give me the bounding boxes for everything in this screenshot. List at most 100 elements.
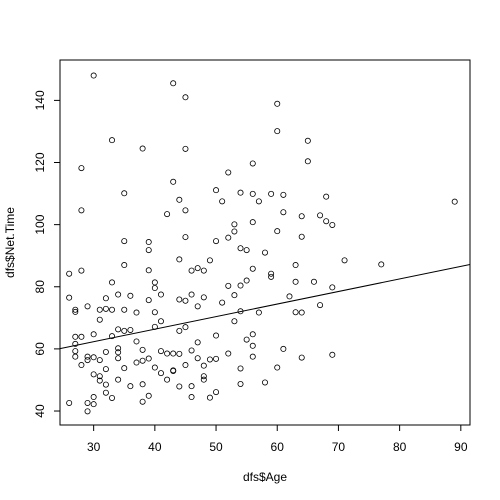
data-point: [213, 332, 220, 339]
data-point: [206, 257, 213, 264]
data-point: [145, 355, 152, 362]
data-point: [280, 209, 287, 216]
x-axis-title: dfs$Age: [243, 470, 287, 484]
data-point: [157, 291, 164, 298]
x-axis: 30 40 50 60 70 80 90: [87, 424, 468, 454]
x-tick-label: 90: [454, 440, 468, 454]
data-point: [213, 187, 220, 194]
data-point: [90, 371, 97, 378]
data-point: [451, 198, 458, 205]
data-point: [329, 221, 336, 228]
data-point: [249, 190, 256, 197]
data-point: [157, 318, 164, 325]
y-tick-label: 40: [33, 404, 47, 418]
data-point: [249, 160, 256, 167]
data-point: [231, 221, 238, 228]
data-point: [176, 350, 183, 357]
data-point: [145, 267, 152, 274]
data-point: [102, 381, 109, 388]
data-point: [170, 350, 177, 357]
data-point: [225, 169, 232, 176]
data-point: [133, 359, 140, 366]
data-point: [225, 350, 232, 357]
data-point: [78, 362, 85, 369]
data-point: [90, 394, 97, 401]
data-point: [243, 247, 250, 254]
x-tick-label: 30: [87, 440, 101, 454]
data-point: [176, 196, 183, 203]
data-point: [145, 297, 152, 304]
data-point: [231, 292, 238, 299]
data-point: [317, 302, 324, 309]
data-point: [102, 389, 109, 396]
data-point: [298, 233, 305, 240]
data-point: [84, 408, 91, 415]
data-point: [102, 348, 109, 355]
data-point: [317, 212, 324, 219]
data-point: [139, 381, 146, 388]
data-point: [188, 394, 195, 401]
data-point: [231, 318, 238, 325]
data-point: [194, 303, 201, 310]
data-point: [139, 398, 146, 405]
data-point: [304, 137, 311, 144]
data-point: [157, 348, 164, 355]
data-point: [78, 333, 85, 340]
data-point: [72, 340, 79, 347]
data-point: [102, 366, 109, 373]
data-point: [268, 190, 275, 197]
data-point: [133, 309, 140, 316]
data-point: [121, 238, 128, 245]
x-tick-label: 60: [271, 440, 285, 454]
data-point: [127, 326, 134, 333]
data-point: [90, 72, 97, 79]
data-point: [274, 128, 281, 135]
data-point: [72, 308, 79, 315]
data-point: [115, 345, 122, 352]
data-point: [90, 401, 97, 408]
data-point: [188, 267, 195, 274]
data-point: [96, 306, 103, 313]
data-point: [182, 94, 189, 101]
data-point: [182, 234, 189, 241]
data-point: [109, 333, 116, 340]
data-point: [115, 291, 122, 298]
data-point: [145, 392, 152, 399]
data-point: [127, 292, 134, 299]
data-point: [151, 279, 158, 286]
data-point: [200, 376, 207, 383]
data-point: [188, 291, 195, 298]
data-point: [78, 267, 85, 274]
data-point: [121, 190, 128, 197]
data-point: [145, 247, 152, 254]
data-point: [78, 207, 85, 214]
data-point: [261, 249, 268, 256]
data-point: [329, 351, 336, 358]
data-point: [151, 364, 158, 371]
data-point: [182, 362, 189, 369]
data-point: [115, 355, 122, 362]
data-point: [329, 284, 336, 291]
data-point: [249, 265, 256, 272]
data-point: [249, 353, 256, 360]
data-point: [121, 365, 128, 372]
data-point: [84, 353, 91, 360]
data-point: [96, 357, 103, 364]
data-point: [96, 316, 103, 323]
y-tick-label: 120: [33, 152, 47, 172]
data-point: [292, 309, 299, 316]
y-tick-label: 80: [33, 280, 47, 294]
data-point: [378, 261, 385, 268]
data-point: [194, 339, 201, 346]
data-point: [139, 346, 146, 353]
data-point: [274, 364, 281, 371]
data-point: [237, 365, 244, 372]
data-point: [109, 306, 116, 313]
data-point: [96, 377, 103, 384]
data-point: [182, 145, 189, 152]
data-point: [182, 207, 189, 214]
data-point: [109, 394, 116, 401]
x-tick-label: 70: [332, 440, 346, 454]
data-point: [182, 297, 189, 304]
